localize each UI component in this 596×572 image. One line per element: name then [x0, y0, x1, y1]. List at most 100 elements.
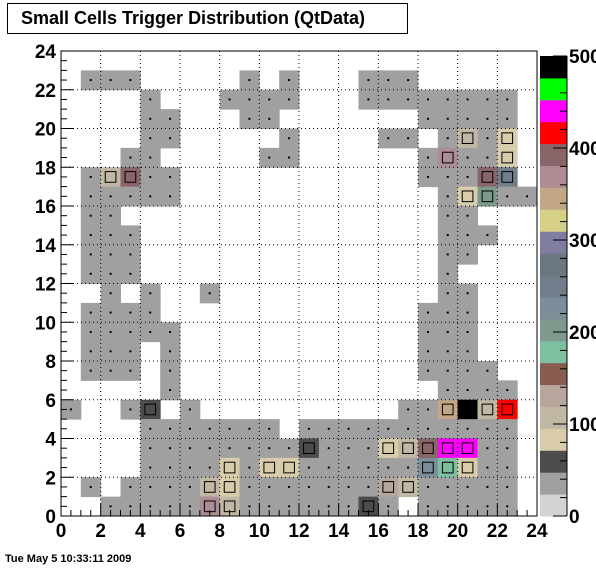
- cell-marker: [188, 466, 191, 469]
- cell-marker: [466, 485, 469, 488]
- palette-swatch: [540, 318, 567, 342]
- cell-marker: [526, 195, 529, 198]
- cell-marker: [461, 461, 474, 474]
- cell-marker: [466, 330, 469, 333]
- palette-tick-label: 400: [569, 139, 596, 160]
- cell-marker: [446, 350, 449, 353]
- heatmap-cell: [120, 167, 141, 188]
- cell-marker: [407, 137, 410, 140]
- palette-swatch: [540, 494, 567, 517]
- cell-marker: [129, 485, 132, 488]
- cell-marker: [288, 485, 291, 488]
- cell-marker: [149, 330, 152, 333]
- cell-marker: [426, 505, 429, 508]
- cell-marker: [446, 175, 449, 178]
- cell-marker: [466, 292, 469, 295]
- cell-marker: [466, 369, 469, 372]
- cell-marker: [387, 505, 390, 508]
- cell-marker: [506, 466, 509, 469]
- cell-marker: [501, 132, 514, 145]
- cell-marker: [89, 369, 92, 372]
- cell-marker: [169, 427, 172, 430]
- cell-marker: [169, 485, 172, 488]
- cell-marker: [109, 234, 112, 237]
- cell-marker: [441, 151, 454, 164]
- cell-marker: [283, 461, 295, 474]
- cell-marker: [89, 350, 92, 353]
- cell-marker: [387, 98, 390, 101]
- cell-marker: [169, 330, 172, 333]
- cell-marker: [124, 171, 137, 183]
- cell-marker: [169, 447, 172, 450]
- cell-marker: [288, 156, 291, 159]
- cell-marker: [461, 442, 474, 455]
- cell-marker: [441, 442, 454, 455]
- cell-marker: [188, 408, 191, 411]
- cell-marker: [149, 505, 152, 508]
- cell-marker: [501, 151, 514, 164]
- cell-marker: [288, 505, 291, 508]
- x-tick-label: 8: [214, 521, 225, 542]
- palette-swatch: [540, 143, 567, 167]
- heatmap-cell: [477, 167, 498, 188]
- cell-marker: [466, 427, 469, 430]
- cell-marker: [486, 117, 489, 120]
- cell-marker: [129, 156, 132, 159]
- x-tick-label: 2: [95, 521, 106, 542]
- cell-marker: [486, 505, 489, 508]
- cell-marker: [486, 234, 489, 237]
- cell-marker: [109, 330, 112, 333]
- cell-marker: [347, 427, 350, 430]
- cell-marker: [149, 137, 152, 140]
- cell-marker: [307, 505, 310, 508]
- cell-marker: [169, 466, 172, 469]
- cell-marker: [288, 79, 291, 82]
- cell-marker: [169, 505, 172, 508]
- cell-marker: [248, 447, 251, 450]
- cell-marker: [169, 117, 172, 120]
- cell-marker: [327, 505, 330, 508]
- cell-marker: [89, 234, 92, 237]
- cell-marker: [506, 117, 509, 120]
- y-tick-label: 10: [35, 313, 56, 334]
- cell-marker: [367, 98, 370, 101]
- cell-marker: [426, 485, 429, 488]
- cell-marker: [446, 272, 449, 275]
- cell-marker: [89, 330, 92, 333]
- cell-marker: [426, 98, 429, 101]
- heatmap-cell: [299, 438, 320, 459]
- heatmap-cell: [457, 399, 478, 420]
- cell-marker: [446, 389, 449, 392]
- cell-marker: [169, 350, 172, 353]
- cell-marker: [422, 461, 434, 474]
- heatmap-cell: [398, 438, 419, 459]
- heatmap-cell: [457, 128, 478, 149]
- palette-swatch: [540, 362, 567, 386]
- palette-swatch: [540, 56, 567, 79]
- cell-marker: [446, 369, 449, 372]
- heatmap-cell: [437, 147, 459, 168]
- cell-marker: [327, 447, 330, 450]
- heatmap-cell: [378, 438, 399, 459]
- cell-marker: [248, 505, 251, 508]
- y-tick-label: 22: [35, 81, 56, 102]
- cell-marker: [446, 137, 449, 140]
- cell-marker: [506, 505, 509, 508]
- cell-marker: [461, 132, 474, 145]
- x-tick-label: 0: [56, 521, 67, 542]
- cell-marker: [248, 79, 251, 82]
- cell-marker: [486, 98, 489, 101]
- color-palette: 0 100 200 300 400 500: [540, 47, 596, 528]
- cell-marker: [466, 253, 469, 256]
- cell-marker: [466, 98, 469, 101]
- palette-swatch: [540, 121, 567, 145]
- heatmap-cell: [497, 128, 518, 149]
- cell-marker: [441, 461, 454, 474]
- cell-marker: [446, 505, 449, 508]
- cell-marker: [367, 485, 370, 488]
- heatmap-cell: [457, 186, 478, 207]
- cell-marker: [188, 485, 191, 488]
- cell-marker: [109, 79, 112, 82]
- y-tick-label: 4: [45, 430, 56, 451]
- cell-marker: [461, 403, 474, 416]
